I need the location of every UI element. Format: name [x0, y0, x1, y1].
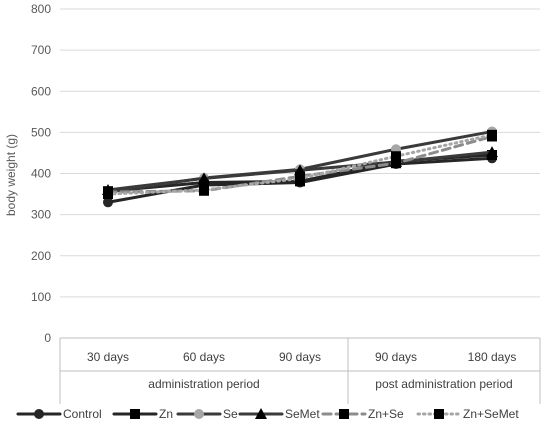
- legend-label: Zn+SeMet: [463, 407, 519, 421]
- legend-swatch-marker: [434, 409, 444, 419]
- legend-item: Zn+Se: [321, 407, 404, 421]
- x-tick-label: 180 days: [468, 350, 517, 364]
- y-tick-label: 300: [31, 208, 51, 222]
- y-tick-label: 800: [31, 2, 51, 16]
- legend-swatch-marker: [34, 409, 44, 419]
- legend-swatch-marker: [194, 409, 204, 419]
- x-group-label: post administration period: [375, 377, 512, 391]
- legend-item: Zn+SeMet: [416, 407, 519, 421]
- data-point: [391, 151, 401, 162]
- y-tick-label: 400: [31, 167, 51, 181]
- legend-label: SeMet: [285, 407, 320, 421]
- legend-item: Control: [16, 407, 102, 421]
- data-point: [198, 172, 210, 184]
- legend-swatch-marker: [339, 409, 349, 419]
- x-tick-label: 60 days: [183, 350, 225, 364]
- x-tick-label: 90 days: [375, 350, 417, 364]
- data-point: [199, 184, 209, 195]
- legend-swatch-marker: [130, 409, 140, 419]
- y-tick-label: 700: [31, 43, 51, 57]
- legend-swatch-marker: [255, 408, 267, 419]
- x-axis: 30 days 60 days 90 days 90 days 180 days admi…: [59, 338, 541, 404]
- y-axis-label: body weight (g): [4, 134, 18, 216]
- data-point: [103, 197, 113, 208]
- x-group-label: administration period: [148, 377, 259, 391]
- legend-label: Se: [223, 407, 238, 421]
- legend-item: Zn: [112, 407, 173, 421]
- data-point: [487, 129, 497, 140]
- legend-label: Control: [63, 407, 102, 421]
- y-tick-label: 200: [31, 249, 51, 263]
- data-point: [486, 146, 498, 158]
- y-axis-ticks: 0 100 200 300 400 500 600 700 800: [31, 2, 51, 345]
- legend-item: SeMet: [238, 407, 320, 421]
- legend-label: Zn: [159, 407, 173, 421]
- data-point: [295, 173, 305, 184]
- legend-item: Se: [176, 407, 238, 421]
- data-point: [103, 189, 113, 200]
- legend-label: Zn+Se: [368, 407, 404, 421]
- series-lines: [102, 126, 498, 208]
- legend: Control Zn Se SeMet Zn+Se Zn+SeMet: [16, 407, 519, 421]
- series-line: [106, 134, 494, 194]
- x-tick-label: 90 days: [279, 350, 321, 364]
- y-tick-label: 0: [44, 331, 51, 345]
- y-tick-label: 100: [31, 290, 51, 304]
- data-point: [391, 158, 401, 169]
- series-zn-semet: [103, 129, 497, 200]
- x-tick-label: 30 days: [87, 350, 129, 364]
- y-tick-label: 500: [31, 125, 51, 139]
- y-tick-label: 600: [31, 84, 51, 98]
